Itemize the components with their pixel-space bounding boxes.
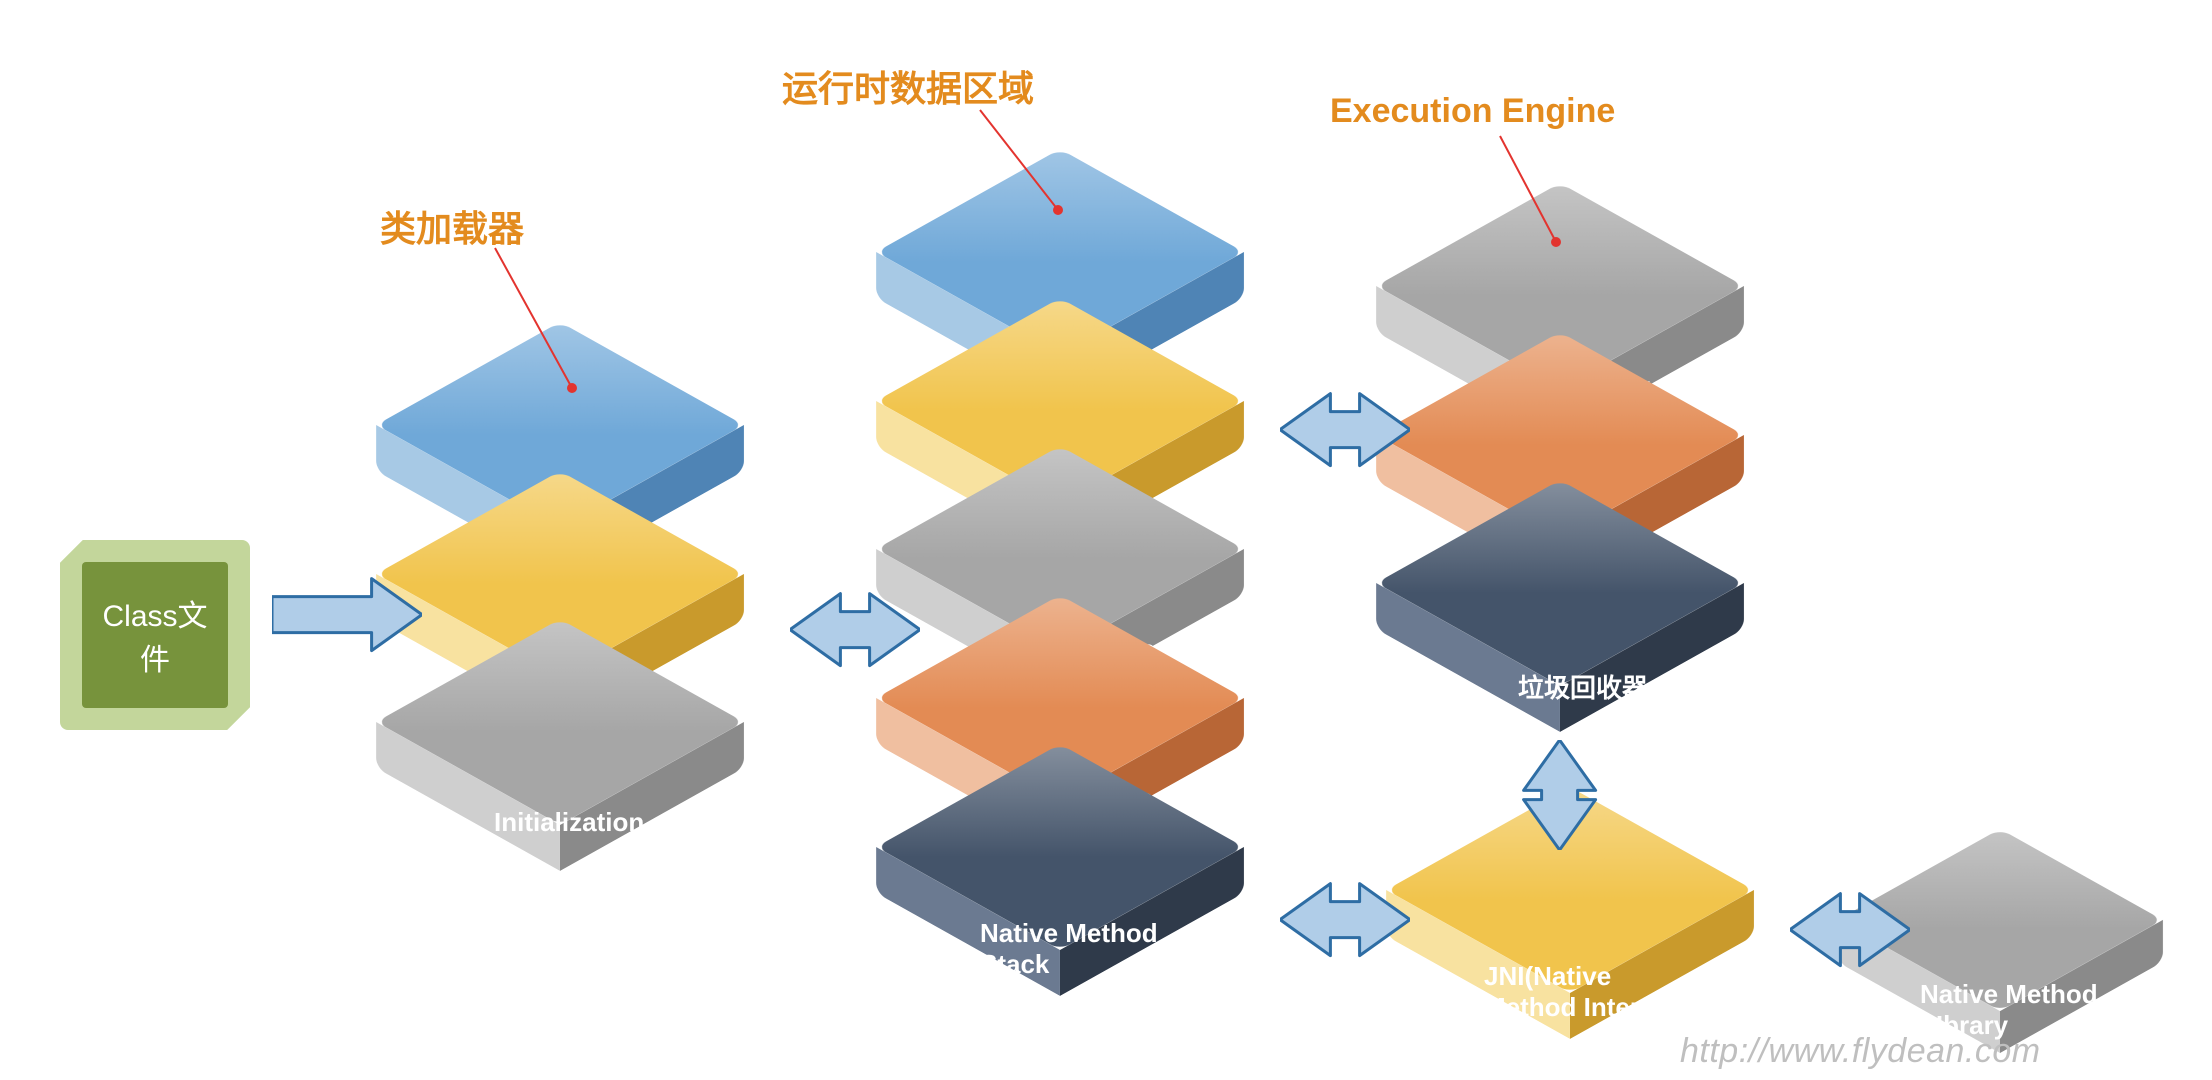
arrow-loader-to-runtime [790,590,920,669]
arrow-engine-to-jni [1520,740,1599,850]
arrow-runtime-to-engine [1280,390,1410,469]
classfile-inner: Class文 件 [82,562,228,708]
classloader-title: 类加载器 [380,200,524,252]
arrow-jni-to-nativelib [1790,890,1910,969]
arrow-nms-to-jni [1280,880,1410,959]
classfile-label: Class文 件 [82,562,228,708]
classfile-box: Class文 件 [60,540,250,730]
runtime-title: 运行时数据区域 [782,60,1034,112]
engine-title: Execution Engine [1330,92,1615,131]
arrow-classfile-to-loader [272,575,422,654]
watermark: http://www.flydean.com [1680,1032,2041,1071]
